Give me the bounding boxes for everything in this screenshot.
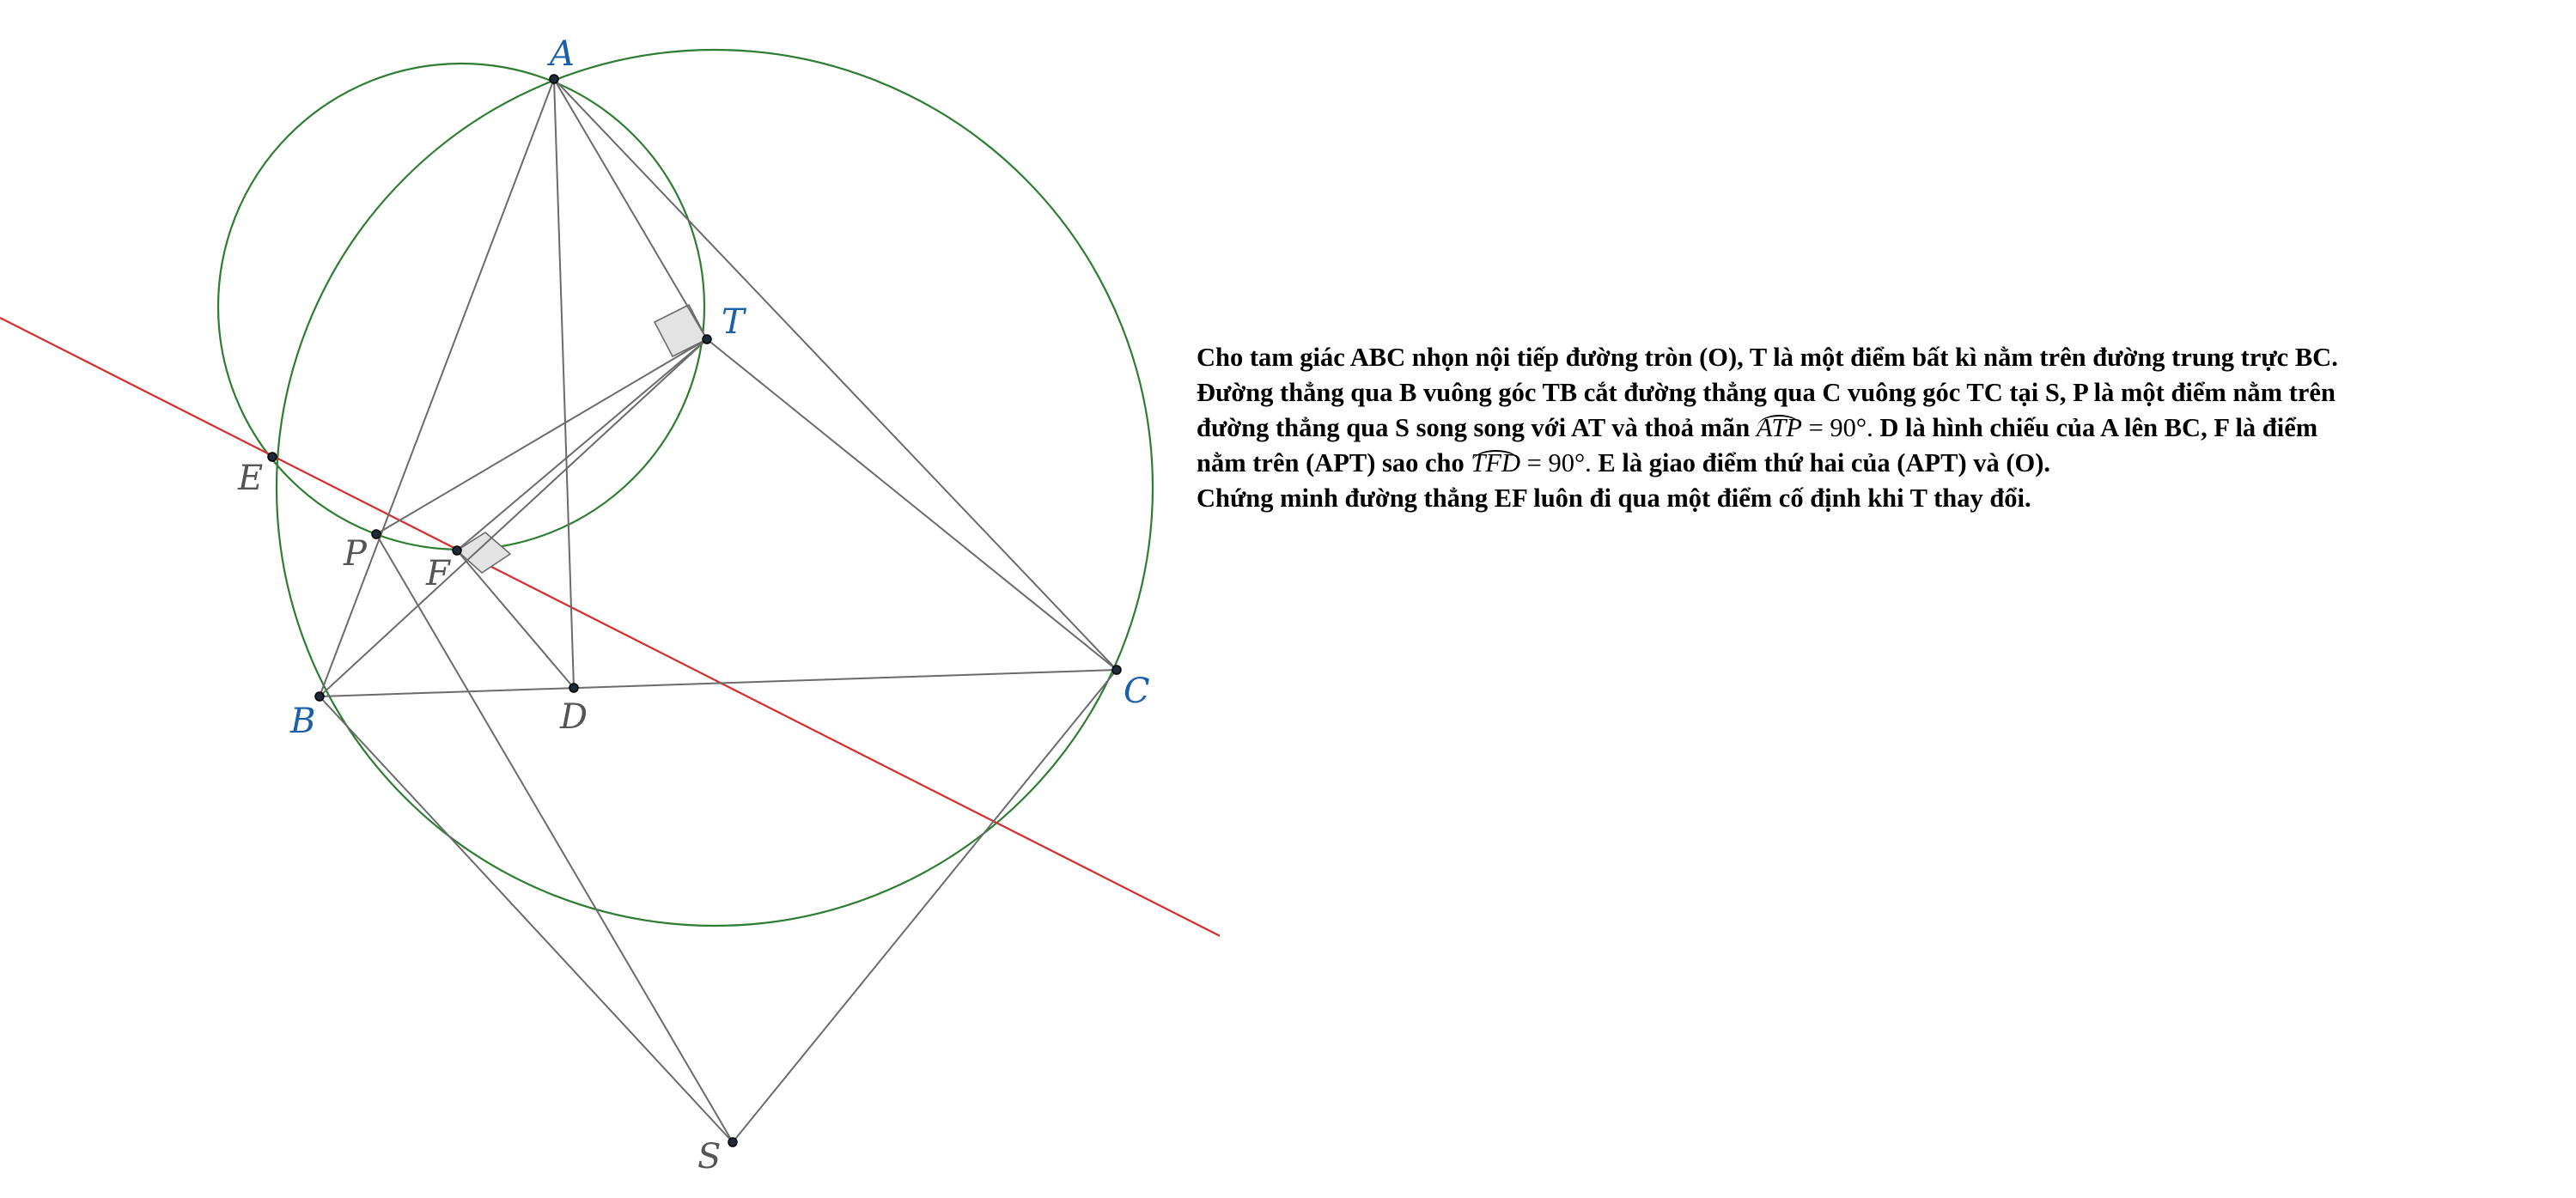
segment-ab [319, 78, 555, 697]
circumcircle-o [275, 48, 1154, 927]
circle-apt [216, 62, 706, 551]
segments [319, 78, 1117, 1143]
label-t: T [722, 302, 747, 342]
point-p [371, 529, 381, 539]
problem-line-4: nằm trên (APT) sao cho TFD = 90°. E là g… [1197, 446, 2536, 481]
geometry-figure: A T E P F B D C S [0, 34, 1220, 1177]
label-a: A [546, 34, 575, 74]
angle-atp-name: ATP [1757, 410, 1802, 446]
label-p: P [343, 534, 368, 574]
angle-tfd-name: TFD [1471, 446, 1520, 481]
segment-fd [456, 550, 575, 689]
label-f: F [425, 554, 451, 593]
problem-line-3-start: đường thẳng qua S song song với AT và th… [1197, 413, 1751, 442]
problem-line-3: đường thẳng qua S song song với AT và th… [1197, 410, 2536, 446]
segment-tf [456, 338, 708, 551]
label-d: D [559, 697, 588, 737]
point-c [1111, 665, 1122, 675]
label-b: B [289, 702, 315, 741]
label-c: C [1124, 672, 1150, 711]
segment-bc [319, 669, 1117, 697]
right-angle-mark-t [653, 303, 709, 358]
problem-line-5: Chứng minh đường thẳng EF luôn đi qua mộ… [1197, 483, 2031, 513]
angle-tfd-value: = 90°. [1526, 448, 1592, 477]
problem-line-2: Đường thẳng qua B vuông góc TB cắt đường… [1197, 378, 2335, 407]
segment-tp [375, 338, 708, 535]
angle-atp-value: = 90°. [1808, 413, 1873, 442]
angle-tfd: TFD = 90°. [1471, 448, 1591, 477]
point-f [452, 545, 462, 556]
point-t [702, 334, 712, 344]
segment-tc [706, 338, 1117, 671]
point-e [267, 452, 277, 462]
label-e: E [237, 459, 263, 498]
segment-at [553, 78, 708, 340]
problem-line-1: Cho tam giác ABC nhọn nội tiếp đường trò… [1197, 343, 2338, 372]
right-angle-mark-f [455, 532, 512, 575]
problem-line-4-start: nằm trên (APT) sao cho [1197, 448, 1465, 477]
segment-ad [553, 78, 575, 689]
label-s: S [697, 1137, 721, 1177]
segment-cs [732, 669, 1117, 1143]
problem-line-3-end: D là hình chiếu của A lên BC, F là điểm [1879, 413, 2318, 442]
segment-bs [319, 696, 734, 1143]
segment-ps [375, 533, 734, 1143]
points [267, 74, 1122, 1147]
point-d [569, 683, 579, 693]
segment-tb [319, 338, 708, 697]
line-ef [0, 317, 1220, 938]
angle-atp: ATP = 90°. [1757, 413, 1873, 442]
point-s [728, 1137, 738, 1147]
point-b [314, 691, 325, 702]
segment-ac [553, 78, 1117, 671]
problem-line-4-end: E là giao điểm thứ hai của (APT) và (O). [1598, 448, 2051, 477]
problem-statement: Cho tam giác ABC nhọn nội tiếp đường trò… [1197, 340, 2536, 516]
point-a [549, 74, 559, 84]
